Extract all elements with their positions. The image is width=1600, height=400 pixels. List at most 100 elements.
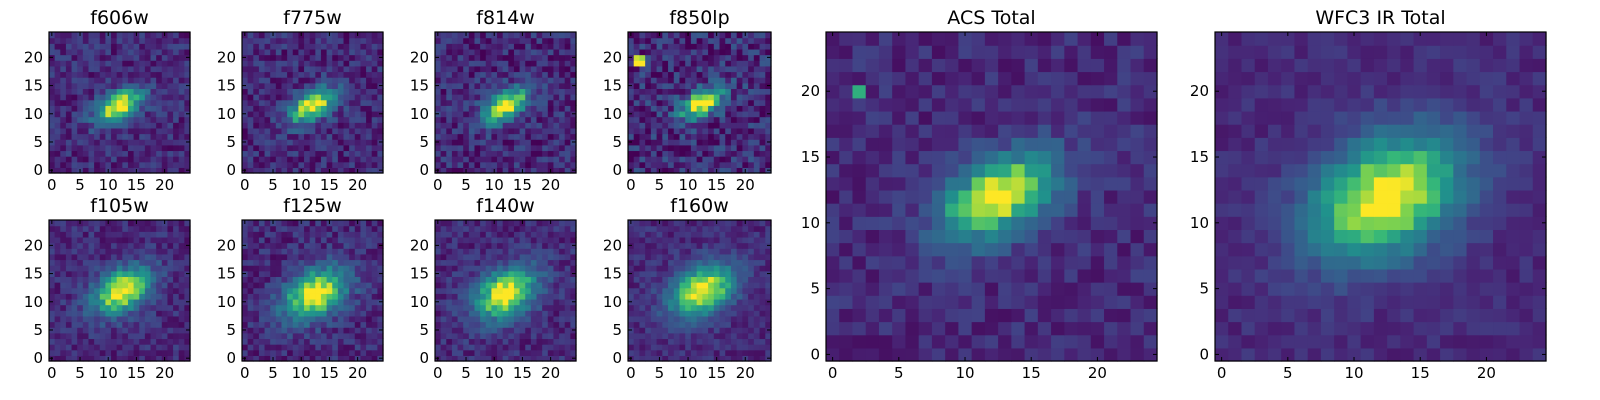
heatmap-cell xyxy=(435,282,442,289)
heatmap-cell xyxy=(536,43,543,50)
heatmap-cell xyxy=(468,259,476,266)
heatmap-cell xyxy=(485,77,492,84)
heatmap-cell xyxy=(309,298,316,306)
heatmap-cell xyxy=(536,144,543,152)
heatmap-cell xyxy=(435,65,442,73)
heatmap-cell xyxy=(54,60,61,67)
heatmap-cell xyxy=(298,315,305,323)
heatmap-cell xyxy=(435,133,442,140)
heatmap-cell xyxy=(133,99,140,106)
heatmap-cell xyxy=(349,127,356,135)
heatmap-cell xyxy=(377,94,384,101)
heatmap-cell xyxy=(247,43,254,50)
heatmap-cell xyxy=(536,304,543,311)
heatmap-cell xyxy=(366,144,373,152)
heatmap-cell xyxy=(564,231,571,238)
heatmap-cell xyxy=(77,338,84,345)
heatmap-cell xyxy=(71,167,78,174)
heatmap-cell xyxy=(88,43,95,50)
heatmap-cell xyxy=(133,265,140,272)
heatmap-cell xyxy=(354,144,362,152)
heatmap-cell xyxy=(71,321,78,328)
heatmap-cell xyxy=(326,161,333,168)
heatmap-cell xyxy=(178,82,185,89)
heatmap-cell xyxy=(275,265,283,272)
heatmap-cell xyxy=(184,122,191,129)
heatmap-cell xyxy=(366,71,373,78)
heatmap-cell xyxy=(99,282,106,289)
heatmap-cell xyxy=(542,242,549,249)
heatmap-cell xyxy=(633,321,641,328)
heatmap-cell xyxy=(553,54,560,61)
heatmap-cell xyxy=(343,355,350,362)
heatmap-cell xyxy=(457,344,464,351)
heatmap-cell xyxy=(559,270,566,277)
x-tick-label: 10 xyxy=(99,176,118,194)
heatmap-cell xyxy=(49,282,56,289)
heatmap-cell xyxy=(258,248,266,255)
heatmap-cell xyxy=(242,65,249,73)
heatmap-cell xyxy=(702,298,709,306)
heatmap-cell xyxy=(457,355,464,362)
heatmap-cell xyxy=(639,105,646,112)
heatmap-cell xyxy=(94,133,101,140)
heatmap-cell xyxy=(502,282,509,289)
heatmap-cell xyxy=(156,270,163,277)
heatmap-cell xyxy=(105,150,112,157)
heatmap-cell xyxy=(530,253,538,261)
heatmap-cell xyxy=(116,310,123,317)
heatmap-cell xyxy=(463,105,470,112)
heatmap-cell xyxy=(725,133,732,140)
heatmap-cell xyxy=(508,253,515,261)
heatmap-cell xyxy=(247,99,254,106)
heatmap-cell xyxy=(753,105,761,112)
heatmap-cell xyxy=(377,144,384,152)
heatmap-cell xyxy=(178,48,185,56)
heatmap-cell xyxy=(150,321,157,328)
heatmap-cell xyxy=(564,282,571,289)
heatmap-cell xyxy=(122,304,129,311)
heatmap-cell xyxy=(468,270,476,277)
heatmap-cell xyxy=(371,48,378,56)
heatmap-cell xyxy=(332,71,339,78)
heatmap-cell xyxy=(54,265,61,272)
heatmap-cell xyxy=(542,344,549,351)
x-tick-label: 0 xyxy=(626,176,636,194)
heatmap-cell xyxy=(656,37,663,44)
heatmap-cell xyxy=(111,54,118,61)
heatmap-cell xyxy=(570,321,577,328)
heatmap-cell xyxy=(320,94,328,101)
heatmap-cell xyxy=(497,116,504,123)
heatmap-cell xyxy=(559,321,566,328)
heatmap-cell xyxy=(730,338,738,345)
heatmap-cell xyxy=(435,150,442,157)
heatmap-cell xyxy=(668,94,675,101)
heatmap-cell xyxy=(502,32,509,39)
heatmap-cell xyxy=(88,156,95,163)
heatmap-cell xyxy=(753,349,761,356)
heatmap-cell xyxy=(377,259,384,266)
heatmap-cell xyxy=(519,94,526,101)
heatmap-cell xyxy=(446,231,453,238)
heatmap-cell xyxy=(759,37,766,44)
heatmap-cell xyxy=(468,321,476,328)
heatmap-cell xyxy=(60,225,67,232)
heatmap-cell xyxy=(337,133,345,140)
heatmap-cell xyxy=(559,37,566,44)
heatmap-cell xyxy=(287,116,294,123)
heatmap-cell xyxy=(702,127,709,135)
heatmap-cell xyxy=(719,133,726,140)
heatmap-cell xyxy=(275,88,283,95)
heatmap-cell xyxy=(161,110,169,118)
heatmap-cell xyxy=(679,60,686,67)
heatmap-cell xyxy=(725,105,732,112)
heatmap-cell xyxy=(349,94,356,101)
heatmap-cell xyxy=(298,327,305,334)
heatmap-cell xyxy=(530,344,538,351)
heatmap-cell xyxy=(94,344,101,351)
heatmap-cell xyxy=(264,293,271,300)
heatmap-cell xyxy=(258,265,266,272)
heatmap-cell xyxy=(639,144,646,152)
heatmap-cell xyxy=(702,139,709,146)
heatmap-cell xyxy=(753,150,761,157)
